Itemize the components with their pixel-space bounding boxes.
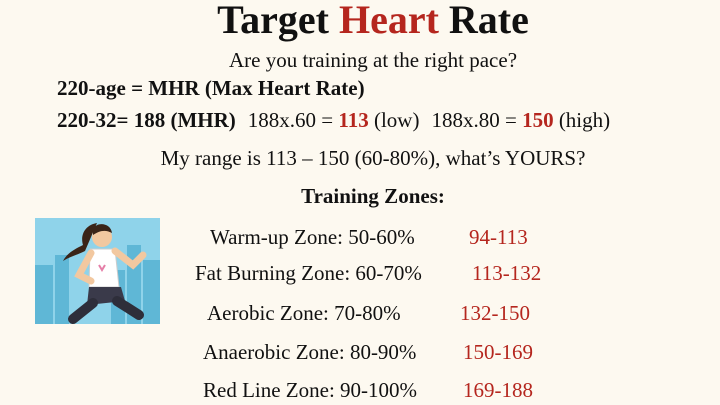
example-label: (high) xyxy=(558,108,611,132)
range-text: My range is 113 – 150 (60-80%), what’s Y… xyxy=(160,146,586,170)
example-value: 113 xyxy=(338,108,369,132)
zone-name: Anaerobic Zone: 80-90% xyxy=(203,340,417,364)
zones-heading: Training Zones: xyxy=(301,184,445,208)
runner-illustration xyxy=(35,218,160,324)
formula: 220-age = MHR (Max Heart Rate) xyxy=(57,76,365,100)
zone-range: 113-132 xyxy=(472,261,542,285)
zone-name: Aerobic Zone: 70-80% xyxy=(207,301,401,325)
example: 220-32= 188 (MHR) 188x.60 = 113 (low) 188x… xyxy=(57,110,610,131)
example-calc: 188x.60 = xyxy=(247,108,334,132)
zone-name: Fat Burning Zone: 60-70% xyxy=(195,261,422,285)
zone-name: Red Line Zone: 90-100% xyxy=(203,378,418,402)
zone-range: 94-113 xyxy=(469,225,528,249)
zone-range: 132-150 xyxy=(460,301,530,325)
example-value: 150 xyxy=(522,108,554,132)
title-part: Target xyxy=(217,0,329,42)
example-calc: 188x.80 = xyxy=(431,108,517,132)
example-label: (low) xyxy=(373,108,420,132)
subtitle: Are you training at the right pace? xyxy=(228,48,518,72)
zone-name: Warm-up Zone: 50-60% xyxy=(210,225,415,249)
zone-range: 150-169 xyxy=(463,340,533,364)
runner xyxy=(63,223,147,324)
title-part: Rate xyxy=(448,0,529,42)
example-mhr: 220-32= 188 (MHR) xyxy=(57,108,236,132)
title: Target Heart Rate xyxy=(0,0,720,40)
zone-range: 169-188 xyxy=(463,378,533,402)
title-part: Heart xyxy=(338,0,439,42)
